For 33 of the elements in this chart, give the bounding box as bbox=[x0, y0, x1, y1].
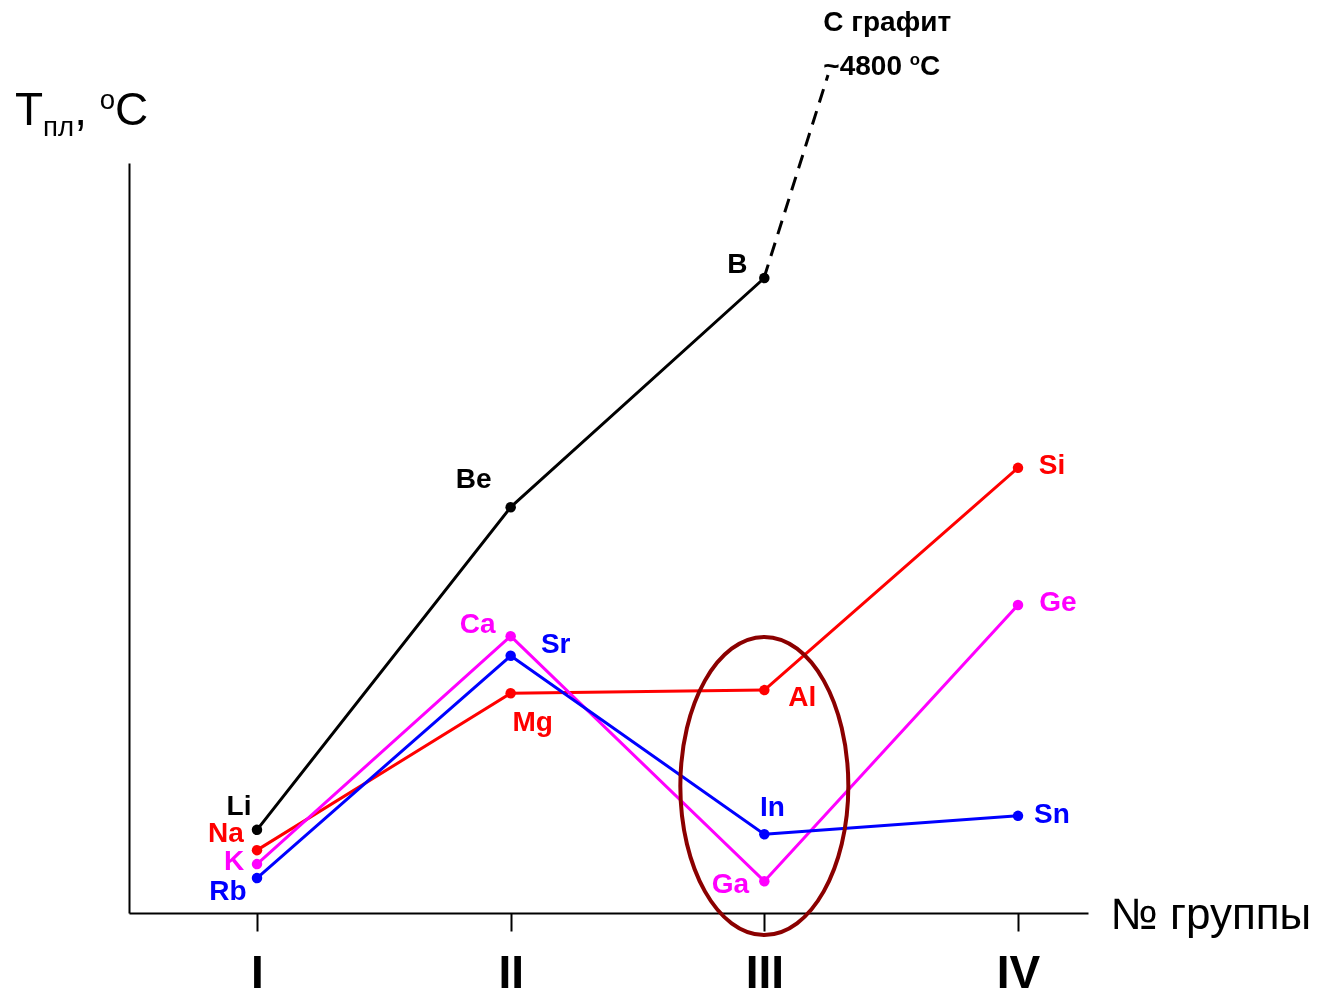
annotation: B bbox=[727, 248, 748, 279]
point bbox=[759, 684, 770, 696]
x-tick-label: I bbox=[251, 945, 264, 998]
point bbox=[505, 502, 516, 513]
x-tick-label: III bbox=[745, 945, 785, 998]
text: C графит ~4800 $^{o}$C bbox=[823, 5, 952, 84]
point bbox=[251, 844, 263, 856]
point bbox=[759, 876, 770, 887]
annotation: Sr bbox=[540, 627, 571, 659]
point bbox=[251, 824, 263, 836]
annotation: Al bbox=[788, 681, 817, 713]
annotation: Sn bbox=[1034, 797, 1070, 829]
point bbox=[1012, 810, 1024, 822]
x-tick-label: IV bbox=[996, 945, 1041, 998]
annotation: Ca bbox=[459, 608, 496, 640]
x-axis-title: № группы bbox=[1110, 888, 1312, 938]
point bbox=[1012, 599, 1024, 611]
point bbox=[505, 688, 516, 699]
point bbox=[759, 829, 770, 840]
annotation: Rb bbox=[209, 875, 247, 907]
point bbox=[251, 858, 263, 870]
annotation: Ge bbox=[1039, 586, 1077, 618]
annotation: In bbox=[759, 791, 785, 823]
annotation: Be bbox=[455, 463, 492, 495]
point bbox=[1012, 462, 1024, 474]
annotation: Si bbox=[1038, 448, 1066, 480]
annotation: Mg bbox=[512, 706, 553, 738]
point bbox=[251, 872, 263, 884]
x-tick-label: II bbox=[498, 945, 524, 998]
y-axis-title: T$_{пл}$, $^{o}$C bbox=[15, 83, 149, 142]
annotation: Ga bbox=[711, 868, 750, 900]
point bbox=[505, 650, 516, 662]
point bbox=[505, 630, 516, 642]
